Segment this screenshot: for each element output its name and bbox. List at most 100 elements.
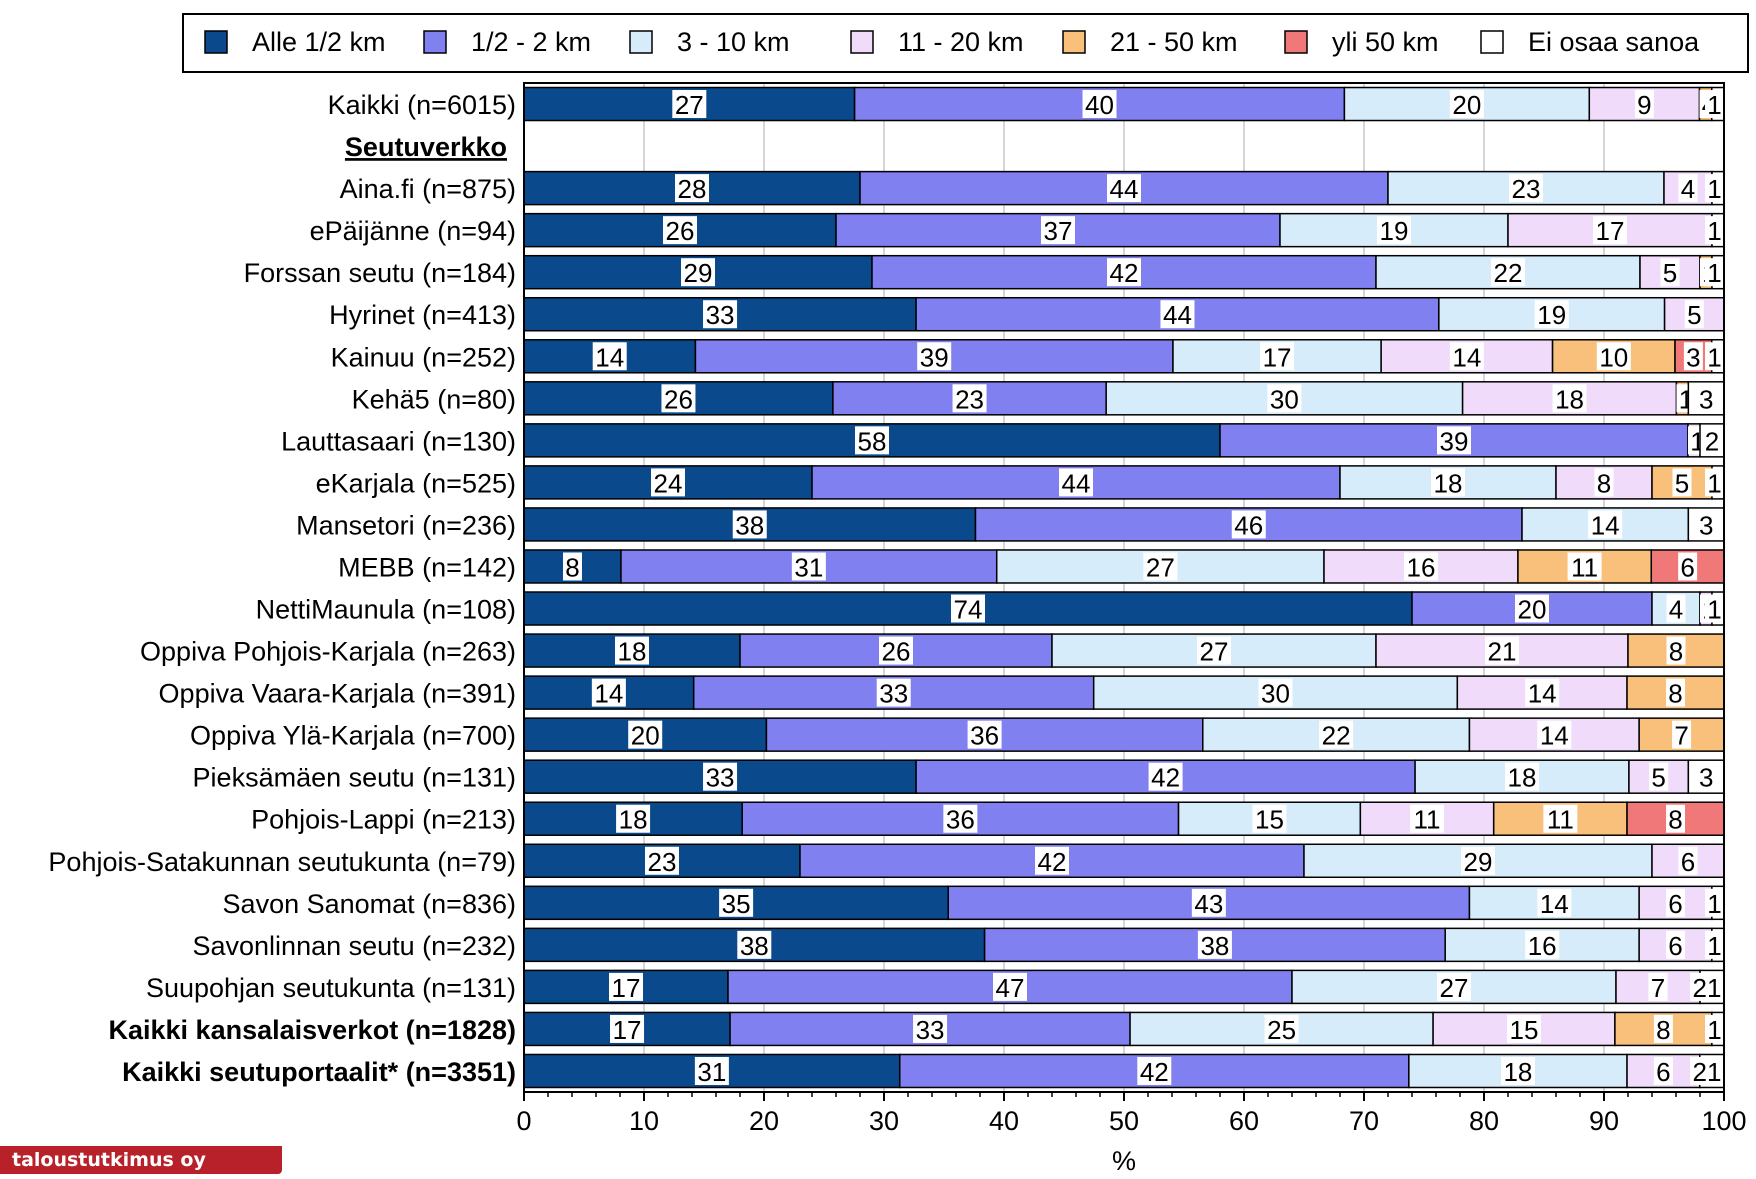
data-label-bg bbox=[609, 972, 643, 1001]
data-label-bg bbox=[610, 1014, 645, 1043]
data-label-bg bbox=[1705, 216, 1724, 245]
data-label-bg bbox=[592, 342, 627, 371]
data-label-bg bbox=[1588, 510, 1623, 539]
data-label-bg bbox=[1666, 930, 1686, 959]
data-label: 25 bbox=[1267, 1015, 1296, 1045]
data-label-bg bbox=[1653, 1056, 1673, 1085]
data-label-bg bbox=[967, 720, 1002, 749]
data-label: 38 bbox=[1200, 931, 1229, 961]
row-label: Aina.fi (n=875) bbox=[340, 174, 516, 204]
data-label: 40 bbox=[1085, 90, 1114, 120]
data-label-bg bbox=[591, 678, 626, 707]
data-label: 43 bbox=[1194, 889, 1223, 919]
data-label-bg bbox=[681, 258, 715, 287]
row-label: Kehä5 (n=80) bbox=[352, 384, 516, 414]
data-label: 3 bbox=[1699, 510, 1713, 540]
legend-swatch bbox=[1284, 30, 1308, 54]
data-label: 14 bbox=[1540, 721, 1569, 751]
data-label: 42 bbox=[1140, 1057, 1169, 1087]
row-label: Pohjois-Lappi (n=213) bbox=[251, 805, 516, 835]
x-tick-label: 70 bbox=[1349, 1106, 1379, 1136]
data-label: 16 bbox=[1528, 931, 1557, 961]
data-label-bg bbox=[1593, 216, 1627, 245]
data-label-bg bbox=[1160, 300, 1195, 329]
data-label: 6 bbox=[1681, 847, 1695, 877]
data-label: 29 bbox=[684, 258, 713, 288]
data-label: 44 bbox=[1062, 468, 1091, 498]
data-label: 14 bbox=[594, 679, 623, 709]
data-label: 20 bbox=[631, 721, 660, 751]
data-label-bg bbox=[1461, 846, 1495, 875]
data-label-bg bbox=[1197, 930, 1232, 959]
data-label-bg bbox=[1634, 90, 1654, 119]
data-label-bg bbox=[1649, 762, 1669, 791]
data-label-bg bbox=[1702, 426, 1722, 455]
data-label-bg bbox=[1525, 678, 1560, 707]
data-label: 11 bbox=[1414, 805, 1441, 835]
data-label: 19 bbox=[1537, 300, 1566, 330]
data-label: 1 bbox=[1707, 889, 1721, 919]
data-label-bg bbox=[1515, 594, 1549, 623]
data-label: 5 bbox=[1675, 468, 1689, 498]
data-label: 5 bbox=[1663, 258, 1677, 288]
data-label: 17 bbox=[613, 1015, 642, 1045]
row-label: Oppiva Vaara-Karjala (n=391) bbox=[159, 679, 516, 709]
data-label: 1 bbox=[1707, 931, 1721, 961]
row-label: Forssan seutu (n=184) bbox=[244, 258, 516, 288]
row-label: Savon Sanomat (n=836) bbox=[223, 889, 516, 919]
data-label-bg bbox=[1491, 258, 1525, 287]
data-label: 26 bbox=[666, 216, 695, 246]
data-label-bg bbox=[1696, 384, 1716, 413]
row-label: NettiMaunula (n=108) bbox=[256, 595, 516, 625]
legend-swatch bbox=[850, 30, 874, 54]
data-label: 8 bbox=[565, 552, 579, 582]
data-label-bg bbox=[1666, 888, 1686, 917]
data-label: 15 bbox=[1510, 1015, 1539, 1045]
data-label: 27 bbox=[1146, 552, 1175, 582]
x-axis-title: % bbox=[1112, 1146, 1136, 1176]
data-label: 8 bbox=[1668, 679, 1682, 709]
data-label-bg bbox=[917, 342, 952, 371]
data-label: 2 bbox=[1705, 426, 1719, 456]
data-label: 5 bbox=[1651, 763, 1665, 793]
data-label-bg bbox=[1377, 216, 1411, 245]
data-label-bg bbox=[1534, 300, 1569, 329]
data-label-bg bbox=[675, 174, 709, 203]
data-label-bg bbox=[913, 1014, 948, 1043]
data-label: 38 bbox=[735, 510, 764, 540]
row-label: eKarjala (n=525) bbox=[316, 468, 516, 498]
data-label: 27 bbox=[675, 90, 704, 120]
data-label-bg bbox=[1525, 930, 1560, 959]
data-label-bg bbox=[1059, 468, 1093, 497]
data-label: 11 bbox=[1547, 805, 1574, 835]
legend-label: 21 - 50 km bbox=[1110, 27, 1238, 57]
data-label: 18 bbox=[1503, 1057, 1532, 1087]
data-label: 14 bbox=[1452, 342, 1481, 372]
row-label: MEBB (n=142) bbox=[338, 552, 516, 582]
data-label: 33 bbox=[916, 1015, 945, 1045]
data-label-bg bbox=[1431, 468, 1465, 497]
data-label: 21 bbox=[1693, 1057, 1722, 1087]
data-label: 17 bbox=[1596, 216, 1625, 246]
data-label: 17 bbox=[612, 973, 641, 1003]
data-label-bg bbox=[1137, 1056, 1172, 1085]
data-label-bg bbox=[1705, 468, 1724, 497]
data-label: 26 bbox=[882, 637, 911, 667]
data-label-bg bbox=[791, 552, 826, 581]
data-label: 22 bbox=[1322, 721, 1351, 751]
data-label-bg bbox=[645, 846, 679, 875]
data-label-bg bbox=[1107, 174, 1141, 203]
data-label-bg bbox=[1690, 1056, 1724, 1085]
data-label: 27 bbox=[1440, 973, 1469, 1003]
data-label-bg bbox=[1449, 342, 1484, 371]
data-label-bg bbox=[879, 636, 913, 665]
data-label: 4 bbox=[1669, 595, 1683, 625]
data-label-bg bbox=[1678, 846, 1698, 875]
data-label: 16 bbox=[1407, 552, 1436, 582]
data-label: 27 bbox=[1200, 637, 1229, 667]
data-label: 8 bbox=[1597, 468, 1611, 498]
data-label: 33 bbox=[706, 300, 735, 330]
x-tick-label: 100 bbox=[1701, 1106, 1746, 1136]
row-label: Pieksämäen seutu (n=131) bbox=[193, 763, 516, 793]
